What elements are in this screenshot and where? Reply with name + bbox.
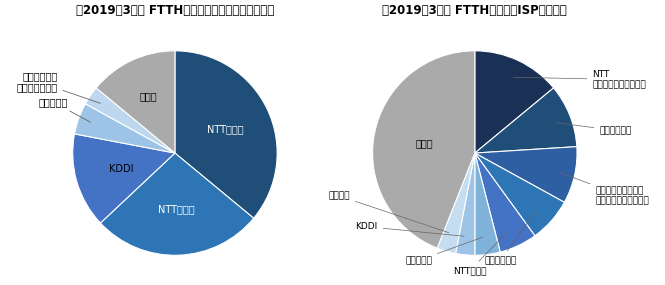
Text: NTT東日本: NTT東日本 bbox=[207, 124, 244, 134]
Text: その他: その他 bbox=[416, 139, 434, 148]
Wedge shape bbox=[72, 134, 175, 223]
Wedge shape bbox=[475, 153, 500, 255]
Text: オプテージ: オプテージ bbox=[38, 97, 90, 122]
Wedge shape bbox=[96, 51, 175, 153]
Text: ビッグローブ: ビッグローブ bbox=[484, 211, 536, 265]
Text: ソフトバンク: ソフトバンク bbox=[555, 123, 632, 135]
Text: アルテリア・
ネットワークス: アルテリア・ ネットワークス bbox=[16, 71, 100, 103]
Text: KDDI: KDDI bbox=[356, 222, 464, 236]
Text: その他: その他 bbox=[139, 91, 157, 101]
Wedge shape bbox=[175, 51, 277, 218]
Title: 【2019年3月末 FTTH契約数・ISPシェア】: 【2019年3月末 FTTH契約数・ISPシェア】 bbox=[382, 4, 567, 17]
Text: NTT
コミュニケーションズ: NTT コミュニケーションズ bbox=[513, 70, 646, 89]
Wedge shape bbox=[475, 153, 565, 236]
Wedge shape bbox=[475, 153, 535, 252]
Wedge shape bbox=[475, 88, 577, 153]
Wedge shape bbox=[74, 104, 175, 153]
Wedge shape bbox=[372, 51, 475, 248]
Text: ニフティ: ニフティ bbox=[329, 192, 449, 233]
Wedge shape bbox=[437, 153, 475, 253]
Text: NTTぷらら: NTTぷらら bbox=[453, 231, 509, 275]
Wedge shape bbox=[456, 153, 475, 255]
Wedge shape bbox=[85, 88, 175, 153]
Wedge shape bbox=[475, 147, 577, 202]
Text: ソニーネットワーク
コミュニケーションズ: ソニーネットワーク コミュニケーションズ bbox=[559, 172, 649, 206]
Text: NTT西日本: NTT西日本 bbox=[158, 204, 195, 214]
Wedge shape bbox=[475, 51, 553, 153]
Text: KDDI: KDDI bbox=[108, 164, 133, 174]
Text: オプテージ: オプテージ bbox=[405, 237, 483, 265]
Wedge shape bbox=[100, 153, 253, 255]
Title: 【2019年3月末 FTTH契約数・回線事業者シェア】: 【2019年3月末 FTTH契約数・回線事業者シェア】 bbox=[76, 4, 274, 17]
